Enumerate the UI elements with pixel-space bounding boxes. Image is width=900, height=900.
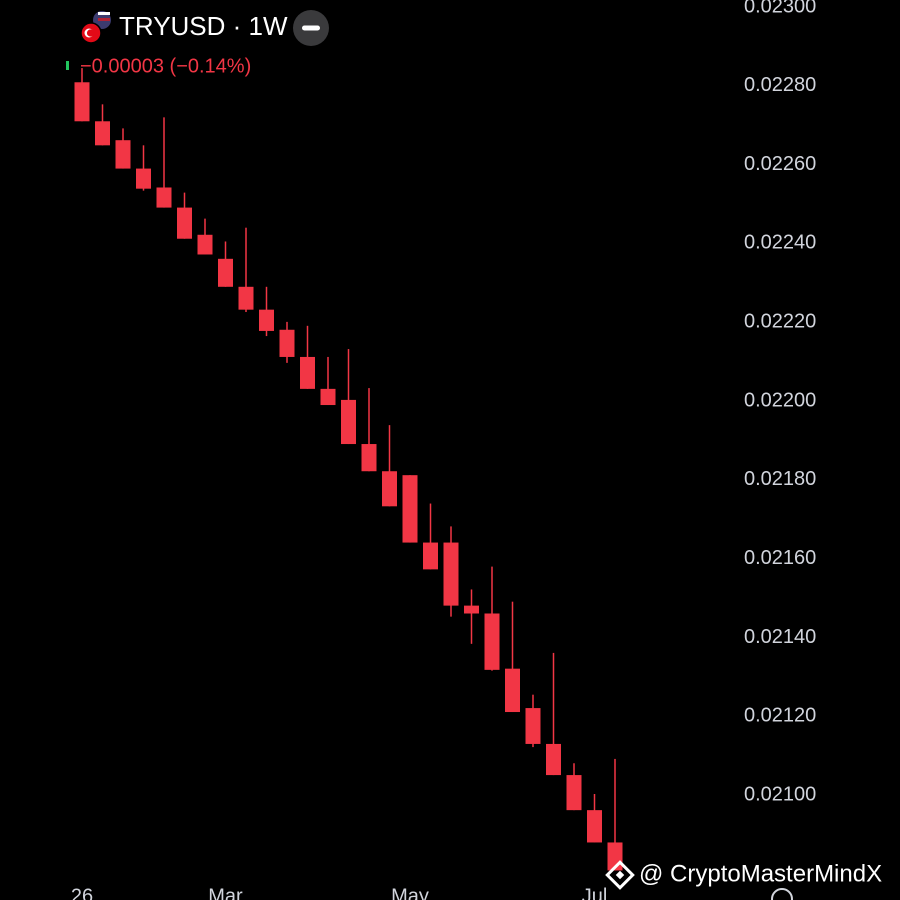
candle-body [136, 168, 151, 189]
candle-body [218, 258, 233, 287]
candle-body [238, 286, 254, 310]
y-tick-label: 0.02140 [744, 626, 816, 648]
y-tick-label: 0.02260 [744, 153, 816, 175]
minus-icon [302, 25, 320, 31]
candle-body [177, 207, 192, 239]
candle-body [320, 388, 336, 406]
collapse-button[interactable] [293, 10, 329, 46]
candle-body [443, 542, 459, 606]
y-tick-label: 0.02240 [744, 232, 816, 254]
candle-body [95, 121, 110, 146]
plot-area: 0.02300 0.02280 0.02260 0.02240 0.02220 0.022… [71, 0, 816, 900]
chart-title: TRYUSD · 1W [119, 11, 288, 41]
y-tick-label: 0.02180 [744, 468, 816, 490]
x-tick-label: Mar [208, 885, 243, 900]
icon-diamond [605, 860, 635, 890]
candle-body [361, 444, 377, 472]
candle-body [300, 356, 315, 389]
x-tick-label: May [391, 885, 429, 900]
candle-body [484, 613, 500, 670]
settings-icon[interactable] [771, 888, 793, 900]
candle-body [525, 708, 541, 744]
candle-body [505, 668, 520, 713]
watermark: @ CryptoMasterMindX [605, 860, 882, 890]
candle-body [197, 234, 213, 255]
us-stripe [98, 18, 110, 21]
candle-body [279, 329, 295, 357]
watermark-text: @ CryptoMasterMindX [639, 860, 882, 887]
price-change: −0.00003 (−0.14%) [80, 55, 251, 77]
candle-body [382, 471, 397, 507]
candle-body [423, 542, 438, 570]
candle-body [402, 475, 418, 543]
y-tick-label: 0.02160 [744, 547, 816, 569]
x-tick-label: 26 [71, 885, 93, 900]
y-tick-label: 0.02120 [744, 705, 816, 727]
candle-body [259, 309, 274, 331]
candle-body [546, 743, 561, 776]
y-tick-label: 0.02300 [744, 0, 816, 17]
candle-body [156, 187, 172, 208]
candle-body [341, 399, 356, 445]
candle-body [115, 140, 131, 169]
candle-body [464, 605, 479, 614]
candle-body [74, 82, 90, 122]
y-tick-label: 0.02200 [744, 389, 816, 411]
us-stripe [98, 12, 110, 15]
tr-crescent [86, 29, 95, 37]
y-tick-label: 0.02280 [744, 74, 816, 96]
y-tick-label: 0.02220 [744, 311, 816, 333]
candle-body [587, 810, 602, 843]
x-tick-label: Jul [582, 885, 608, 900]
y-tick-label: 0.02100 [744, 783, 816, 805]
flags [80, 11, 111, 44]
status-mark [66, 61, 69, 70]
candle-body [566, 775, 582, 811]
